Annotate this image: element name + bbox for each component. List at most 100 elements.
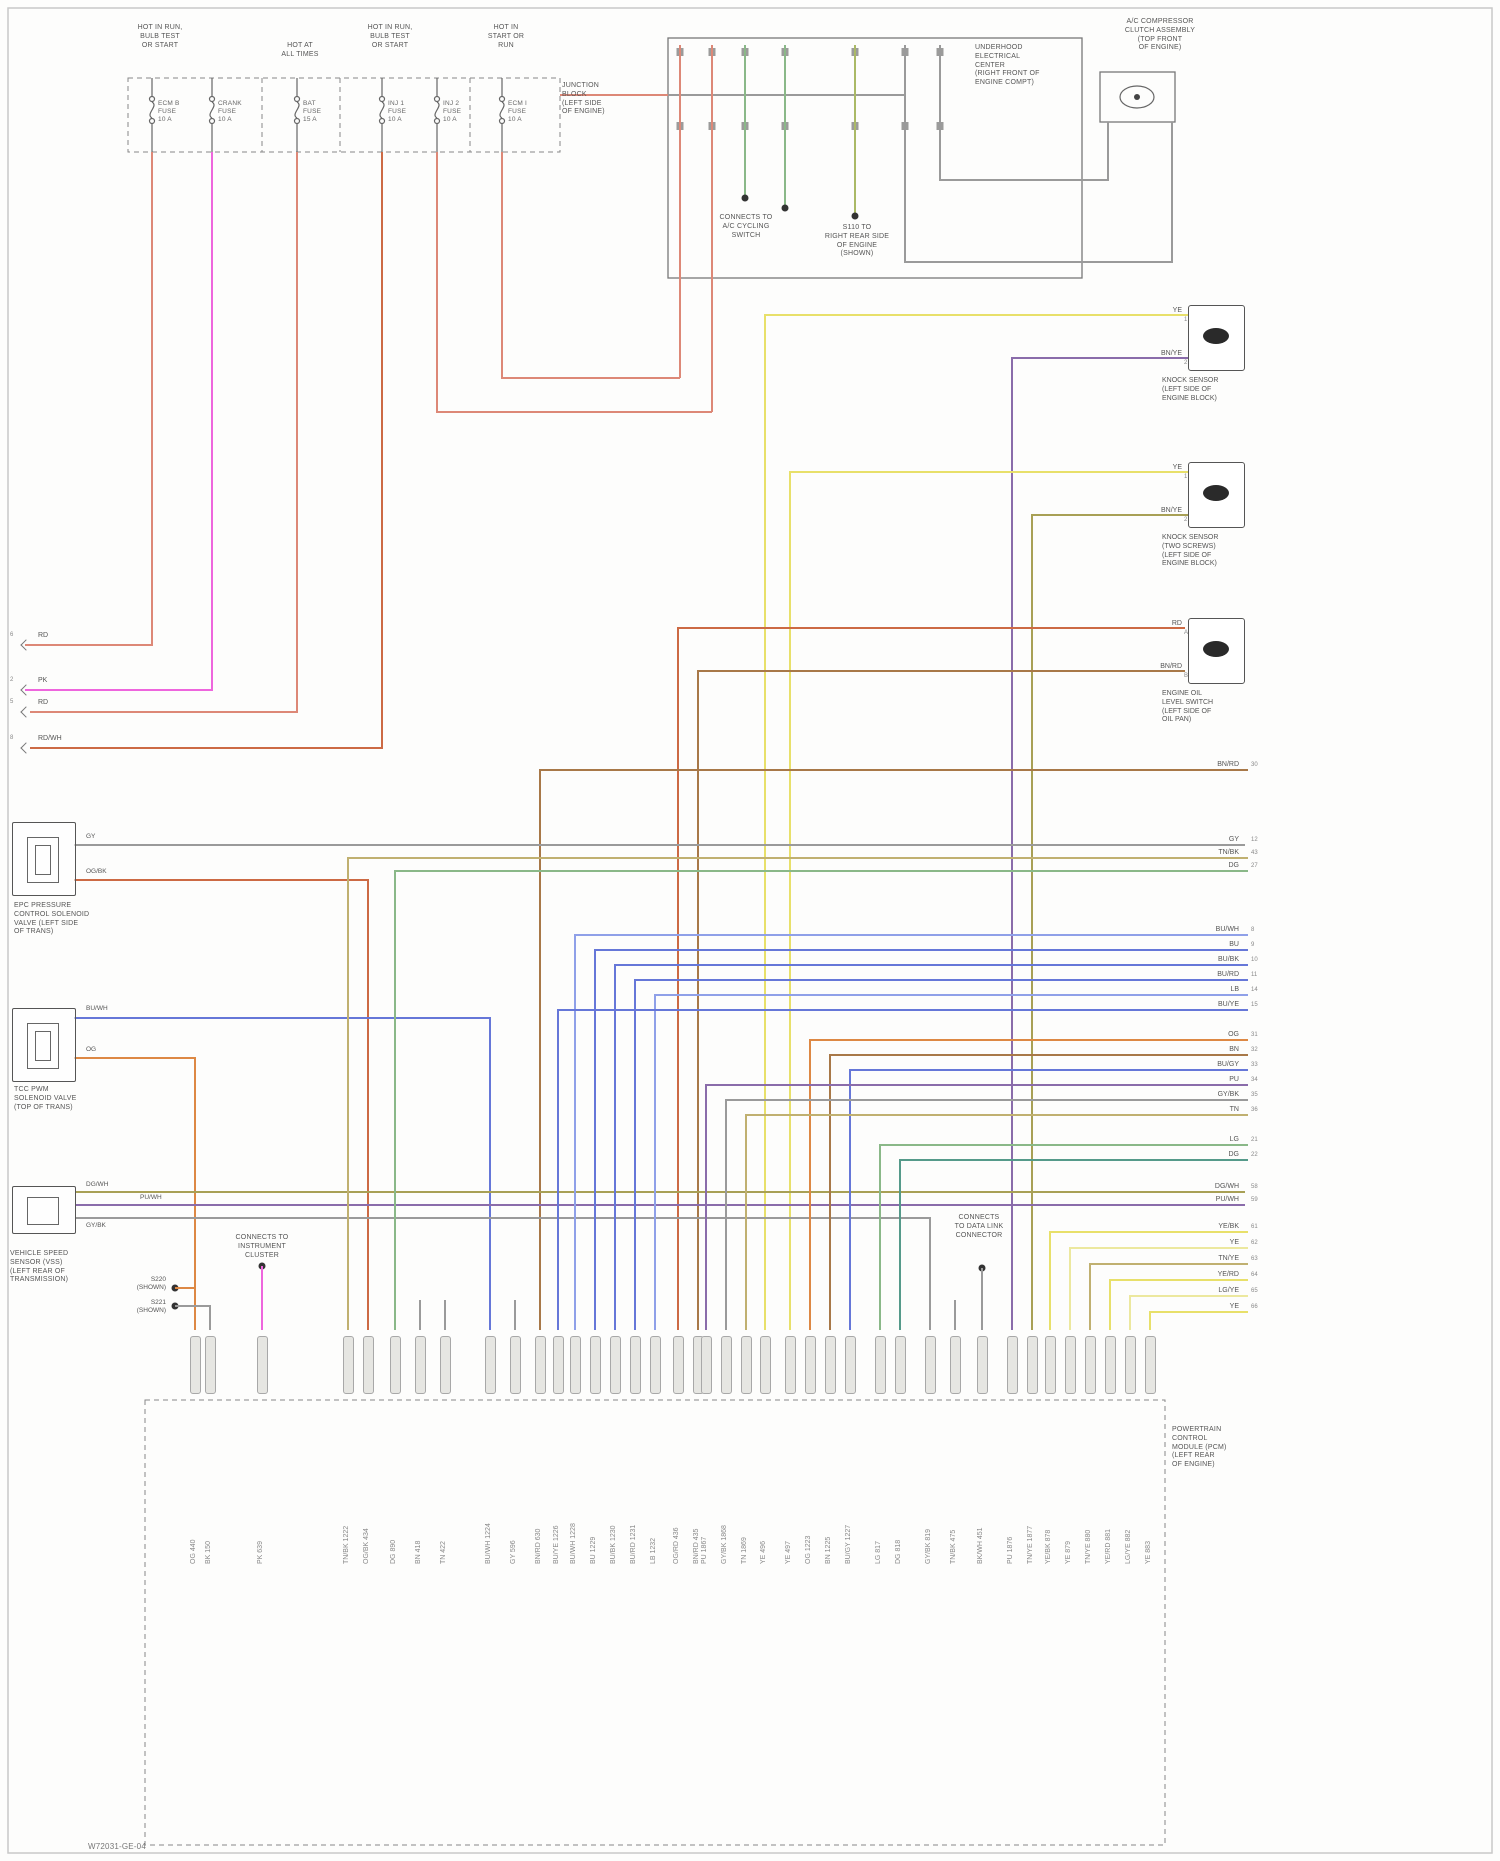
terminal-pin-number: B bbox=[1184, 673, 1189, 679]
fuse-symbol bbox=[378, 78, 386, 152]
pin-connector-glyph bbox=[570, 1336, 581, 1394]
sensor-wires bbox=[539, 314, 1248, 1330]
wire-color-code: BU bbox=[1229, 941, 1239, 948]
feed-label: HOT IN START OR RUN bbox=[487, 24, 525, 49]
wire-segment bbox=[904, 45, 1173, 263]
pin-circuit-label: DG 890 bbox=[390, 1539, 397, 1564]
terminal-pin-number: 8 bbox=[1251, 927, 1255, 933]
pin-connector-glyph bbox=[630, 1336, 641, 1394]
wire-terminal-row: PU/WH 59 bbox=[1095, 1196, 1258, 1203]
sensor-label: KNOCK SENSOR (LEFT SIDE OF ENGINE BLOCK) bbox=[1162, 377, 1219, 402]
wire-color-code: LB bbox=[1230, 986, 1239, 993]
cluster-note: CONNECTS TO INSTRUMENT CLUSTER bbox=[235, 1234, 289, 1259]
pcm-label: POWERTRAIN CONTROL MODULE (PCM) (LEFT RE… bbox=[1172, 1426, 1227, 1468]
terminal-pin-number: 1 bbox=[1184, 317, 1188, 323]
wire-terminal-row: BU/YE 15 bbox=[1095, 1001, 1258, 1008]
wire-color-code: TN bbox=[1229, 1106, 1239, 1113]
pin-circuit-label: BU/GY 1227 bbox=[845, 1524, 852, 1564]
wire-segment bbox=[725, 1099, 1248, 1330]
wire-segment bbox=[539, 769, 1248, 1330]
fuse-name-label: ECM B FUSE 10 A bbox=[158, 100, 180, 124]
terminal-pin-number: 66 bbox=[1251, 1304, 1258, 1310]
wire-segment bbox=[436, 152, 712, 413]
diagram-footer-code: W72031-GE-04 bbox=[88, 1842, 146, 1851]
wire-terminal-row: PU 34 bbox=[1095, 1076, 1257, 1083]
pcm-box bbox=[144, 1399, 1166, 1846]
underhood-center-label: UNDERHOOD ELECTRICAL CENTER (RIGHT FRONT… bbox=[975, 44, 1040, 86]
wire-segment bbox=[1031, 514, 1188, 1330]
fuse-name-label: INJ 1 FUSE 10 A bbox=[388, 100, 407, 124]
wire-terminal-row: DG 27 bbox=[1095, 862, 1258, 869]
wire-terminal-row: BN/RD 30 bbox=[1095, 761, 1257, 768]
pin-circuit-label: GY/BK 819 bbox=[925, 1528, 932, 1564]
wire-color-code: DG/WH bbox=[86, 1181, 109, 1188]
wire-segment bbox=[789, 471, 1188, 1330]
pin-circuit-label: LG 817 bbox=[875, 1541, 882, 1564]
wire-color-code: TN/YE bbox=[1218, 1255, 1239, 1262]
junction-block-label: JUNCTION BLOCK (LEFT SIDE OF ENGINE) bbox=[562, 82, 605, 116]
pin-connector-glyph bbox=[895, 1336, 906, 1394]
wire-segment bbox=[30, 152, 298, 713]
pin-connector-glyph bbox=[190, 1336, 201, 1394]
fuse-symbol bbox=[148, 78, 156, 152]
wire-terminal-row: BU 9 bbox=[1095, 941, 1254, 948]
pin-connector-glyph bbox=[673, 1336, 684, 1394]
pin-connector-glyph bbox=[1045, 1336, 1056, 1394]
wire-segment bbox=[25, 152, 153, 646]
wire-segment bbox=[25, 152, 213, 691]
sensor-label: ENGINE OIL LEVEL SWITCH (LEFT SIDE OF OI… bbox=[1162, 690, 1214, 724]
underhood-center-box bbox=[667, 37, 1083, 279]
wire-segment bbox=[574, 934, 1248, 1330]
pin-circuit-label: TN/BK 475 bbox=[950, 1529, 957, 1564]
wire-color-code: LG/YE bbox=[1218, 1287, 1239, 1294]
pin-connector-glyph bbox=[205, 1336, 216, 1394]
pin-connector-glyph bbox=[590, 1336, 601, 1394]
pin-circuit-label: DG 818 bbox=[895, 1539, 902, 1564]
connector-glyph bbox=[27, 1023, 59, 1069]
wire-segment bbox=[594, 949, 1248, 1330]
pin-connector-glyph bbox=[415, 1336, 426, 1394]
wire-terminal-row: GY/BK 35 bbox=[1095, 1091, 1258, 1098]
pin-connector-glyph bbox=[977, 1336, 988, 1394]
pin-circuit-label: TN/BK 1222 bbox=[343, 1525, 350, 1564]
terminal-pin-number: 2 bbox=[10, 677, 14, 683]
wire-color-code: OG bbox=[1228, 1031, 1239, 1038]
terminal-pin-number: A bbox=[1184, 630, 1189, 636]
wire-color-code: BU/RD bbox=[1217, 971, 1239, 978]
splice-dot bbox=[741, 194, 749, 202]
pin-connector-glyph bbox=[785, 1336, 796, 1394]
pin-circuit-label: YE/BK 878 bbox=[1045, 1529, 1052, 1564]
wire-terminal-row: LG 21 bbox=[1095, 1136, 1258, 1143]
wire-segment bbox=[899, 1159, 1248, 1330]
fuse-name-label: BAT FUSE 15 A bbox=[303, 100, 322, 124]
pin-circuit-label: PU 1876 bbox=[1007, 1536, 1014, 1564]
fuse-symbols bbox=[148, 78, 506, 152]
pin-connector-glyph bbox=[1105, 1336, 1116, 1394]
pin-circuit-label: GY/BK 1868 bbox=[721, 1525, 728, 1564]
pin-circuit-label: BN/RD 435 bbox=[693, 1528, 700, 1564]
wire-segment bbox=[614, 964, 1248, 1330]
wire-terminal-row: TN/BK 43 bbox=[1095, 849, 1257, 856]
terminal-pin-number: 65 bbox=[1251, 1288, 1258, 1294]
splice-s110-note: S110 TO RIGHT REAR SIDE OF ENGINE (SHOWN… bbox=[824, 224, 890, 258]
wire-color-code: BU/BK bbox=[1217, 956, 1239, 963]
wire-segment bbox=[809, 1039, 1248, 1330]
wire-color-code: LG bbox=[1229, 1136, 1239, 1143]
pin-circuit-label: PK 639 bbox=[257, 1541, 264, 1564]
terminal-pin-number: 33 bbox=[1251, 1062, 1258, 1068]
wire-color-code: DG bbox=[1228, 1151, 1240, 1158]
splice-dot bbox=[781, 204, 789, 212]
pin-circuit-label: TN 1869 bbox=[741, 1537, 748, 1564]
ac-compressor-label: A/C COMPRESSOR CLUTCH ASSEMBLY (TOP FRON… bbox=[1124, 18, 1196, 52]
terminal-pin-number: 5 bbox=[10, 699, 14, 705]
wire-color-code: DG bbox=[1228, 862, 1240, 869]
wire-segment bbox=[30, 152, 383, 749]
dlc-note: CONNECTS TO DATA LINK CONNECTOR bbox=[954, 1214, 1004, 1239]
pin-circuit-label: LB 1232 bbox=[650, 1537, 657, 1564]
wire-segment bbox=[697, 670, 1185, 1330]
wire-segment bbox=[1049, 1231, 1248, 1330]
wire-segment bbox=[829, 1054, 1248, 1330]
pin-circuit-label: OG 440 bbox=[190, 1539, 197, 1564]
